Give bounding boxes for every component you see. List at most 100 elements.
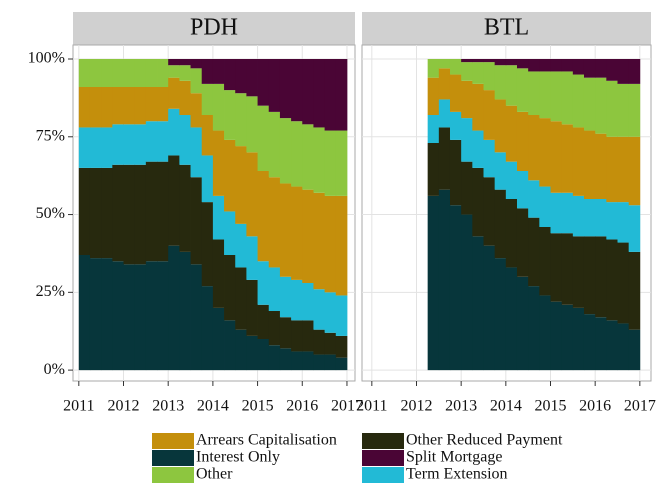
area-segment	[313, 289, 326, 330]
area-segment	[449, 74, 462, 112]
area-segment	[190, 68, 203, 94]
area-segment	[606, 202, 618, 240]
area-segment	[324, 332, 337, 355]
area-segment	[291, 59, 303, 122]
area-segment	[246, 335, 258, 371]
area-segment	[224, 90, 236, 140]
area-segment	[78, 87, 91, 128]
area-segment	[324, 354, 337, 371]
area-segment	[212, 83, 225, 131]
area-segment	[483, 177, 496, 246]
area-segment	[505, 105, 518, 162]
area-segment	[572, 236, 585, 308]
area-segment	[449, 139, 462, 206]
area-segment	[291, 121, 303, 187]
area-segment	[461, 62, 473, 81]
area-segment	[235, 59, 247, 94]
area-segment	[461, 214, 473, 371]
area-segment	[157, 261, 169, 371]
area-segment	[246, 152, 258, 237]
area-segment	[224, 211, 236, 255]
x-tick-label: 2017	[331, 398, 363, 415]
area-segment	[606, 239, 618, 321]
area-segment	[606, 136, 618, 203]
area-segment	[550, 192, 563, 234]
x-tick-label: 2012	[400, 398, 432, 415]
area-segment	[168, 65, 180, 78]
area-segment	[438, 99, 451, 128]
area-segment	[168, 245, 180, 371]
area-segment	[313, 329, 326, 355]
area-segment	[279, 348, 292, 371]
area-segment	[427, 115, 440, 143]
area-segment	[572, 74, 585, 128]
strip	[73, 12, 355, 45]
area-segment	[179, 59, 191, 66]
area-segment	[628, 329, 641, 371]
area-segment	[168, 59, 180, 66]
x-tick-label: 2014	[490, 398, 522, 415]
area-segment	[257, 105, 270, 171]
area-segment	[212, 239, 225, 308]
area-segment	[494, 258, 507, 371]
area-segment	[324, 195, 337, 293]
area-segment	[595, 317, 607, 371]
area-segment	[505, 59, 518, 66]
area-segment	[101, 258, 113, 371]
area-segment	[279, 317, 292, 349]
area-segment	[302, 351, 314, 371]
area-segment	[78, 167, 91, 255]
area-segment	[302, 283, 314, 321]
y-tick-label: 75%	[36, 127, 65, 144]
area-segment	[279, 118, 292, 184]
area-segment	[201, 83, 214, 115]
area-segment	[246, 59, 258, 97]
area-segment	[268, 59, 281, 112]
legend-label: Interest Only	[196, 449, 280, 466]
area-segment	[157, 59, 169, 87]
legend-label: Split Mortgage	[406, 449, 502, 466]
area-segment	[335, 295, 348, 336]
area-segment	[101, 87, 113, 128]
area-segment	[279, 59, 292, 119]
area-segment	[112, 164, 124, 262]
x-tick-label: 2016	[286, 398, 318, 415]
area-segment	[335, 195, 348, 296]
area-segment	[112, 87, 124, 125]
area-segment	[235, 329, 247, 371]
area-segment	[179, 65, 191, 81]
area-segment	[583, 314, 596, 371]
legend-swatch	[362, 433, 404, 449]
area-segment	[505, 267, 518, 371]
area-segment	[112, 261, 124, 371]
area-segment	[224, 320, 236, 371]
area-segment	[461, 118, 473, 162]
area-segment	[494, 189, 507, 259]
area-segment	[201, 286, 214, 371]
area-segment	[313, 59, 326, 128]
area-segment	[550, 59, 563, 72]
area-segment	[449, 111, 462, 140]
area-segment	[257, 261, 270, 305]
x-tick-label: 2013	[445, 398, 477, 415]
area-segment	[168, 77, 180, 109]
strip	[362, 12, 651, 45]
legend-swatch	[362, 450, 404, 466]
area-segment	[235, 223, 247, 268]
area-segment	[595, 236, 607, 318]
area-segment	[528, 180, 540, 218]
area-segment	[494, 99, 507, 153]
area-segment	[101, 127, 113, 168]
area-segment	[561, 304, 574, 371]
area-segment	[572, 127, 585, 196]
area-segment	[190, 264, 203, 371]
area-segment	[145, 261, 158, 371]
area-segment	[279, 276, 292, 318]
area-segment	[561, 59, 574, 72]
legend-label: Arrears Capitalisation	[196, 432, 337, 449]
area-segment	[617, 83, 630, 137]
area-segment	[335, 335, 348, 358]
area-segment	[313, 192, 326, 290]
area-segment	[190, 127, 203, 178]
